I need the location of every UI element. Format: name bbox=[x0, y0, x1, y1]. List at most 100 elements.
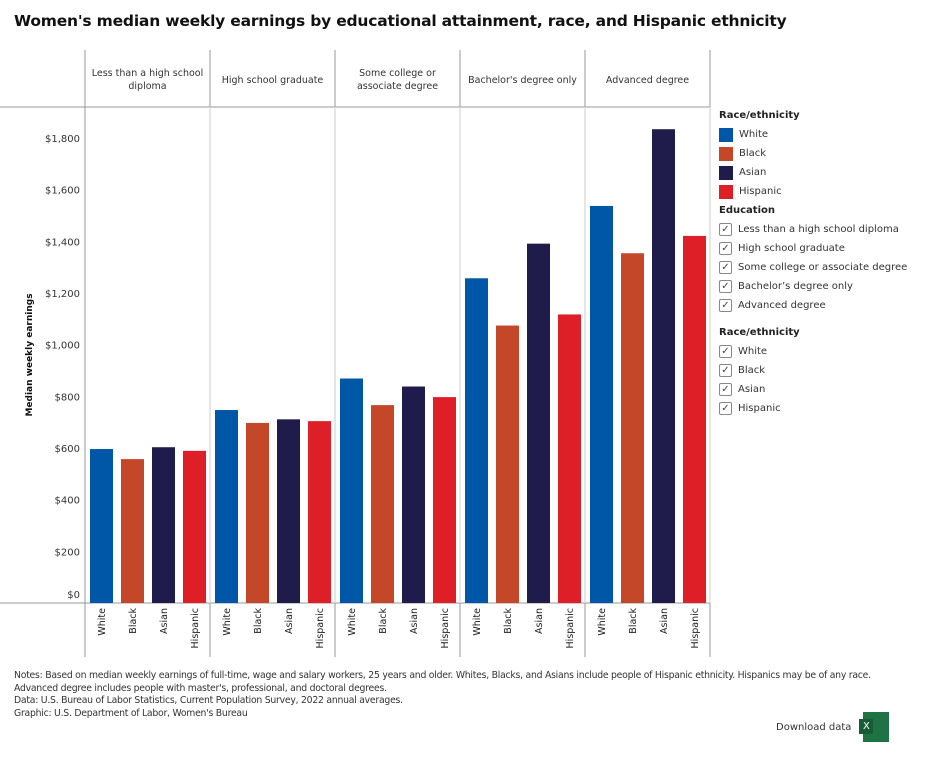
bar-white bbox=[215, 410, 238, 603]
x-tick-label: Asian bbox=[284, 608, 295, 634]
bar-white bbox=[90, 449, 113, 603]
group-header-label: Advanced degree bbox=[606, 75, 689, 86]
education-filter-item[interactable]: ✓ Less than a high school diploma bbox=[719, 220, 907, 239]
checkbox-checked-icon[interactable]: ✓ bbox=[719, 242, 732, 255]
bar-hispanic bbox=[683, 235, 706, 604]
x-tick-label: White bbox=[472, 608, 483, 636]
data-source: Data: U.S. Bureau of Labor Statistics, C… bbox=[14, 695, 403, 706]
bar-black bbox=[371, 405, 394, 603]
y-tick-label: $1,400 bbox=[45, 237, 80, 248]
race-filter-item[interactable]: ✓ Hispanic bbox=[719, 399, 907, 418]
bar-black bbox=[246, 422, 269, 603]
bar-white bbox=[590, 205, 613, 604]
legend: Race/ethnicity White Black Asian Hispanic E… bbox=[719, 108, 907, 418]
education-filter-item[interactable]: ✓ High school graduate bbox=[719, 239, 907, 258]
checkbox-checked-icon[interactable]: ✓ bbox=[719, 223, 732, 236]
x-tick-label: Asian bbox=[409, 608, 420, 634]
checkbox-checked-icon[interactable]: ✓ bbox=[719, 383, 732, 396]
group-header-label: High school graduate bbox=[222, 75, 324, 86]
legend-swatch bbox=[719, 146, 733, 161]
bar-asian bbox=[152, 447, 175, 603]
bar-asian bbox=[402, 386, 425, 603]
legend-item-asian[interactable]: Asian bbox=[719, 163, 907, 182]
legend-swatch bbox=[719, 184, 733, 199]
education-filter-item[interactable]: ✓ Advanced degree bbox=[719, 296, 907, 315]
y-tick-label: $400 bbox=[55, 496, 80, 507]
x-tick-label: Black bbox=[253, 608, 264, 634]
legend-label: Hispanic bbox=[739, 186, 782, 197]
notes-line: Notes: Based on median weekly earnings o… bbox=[14, 670, 871, 681]
bar-black bbox=[621, 253, 644, 603]
y-tick-label: $600 bbox=[55, 444, 80, 455]
bar-black bbox=[121, 459, 144, 603]
group-header-label: associate degree bbox=[357, 81, 438, 92]
filter-label: High school graduate bbox=[738, 243, 845, 254]
y-tick-label: $0 bbox=[67, 590, 80, 601]
filter-label: Some college or associate degree bbox=[738, 262, 908, 273]
x-tick-label: Black bbox=[378, 608, 389, 634]
download-data-label: Download data bbox=[776, 721, 852, 733]
checkbox-checked-icon[interactable]: ✓ bbox=[719, 261, 732, 274]
excel-icon[interactable]: X bbox=[859, 712, 890, 742]
bar-asian bbox=[652, 129, 675, 603]
legend-label: Black bbox=[739, 148, 767, 159]
graphic-credit: Graphic: U.S. Department of Labor, Women… bbox=[14, 707, 248, 719]
filter-label: Advanced degree bbox=[738, 300, 826, 311]
bar-hispanic bbox=[433, 397, 456, 603]
x-tick-label: Hispanic bbox=[315, 608, 326, 648]
filter-label: Bachelor’s degree only bbox=[738, 281, 853, 292]
race-filter-item[interactable]: ✓ Black bbox=[719, 361, 907, 380]
filter-label: Less than a high school diploma bbox=[738, 224, 899, 235]
checkbox-checked-icon[interactable]: ✓ bbox=[719, 345, 732, 358]
x-tick-label: Black bbox=[628, 608, 639, 634]
legend-swatch bbox=[719, 127, 733, 142]
filter-label: Black bbox=[738, 365, 766, 376]
race-filter-item[interactable]: ✓ White bbox=[719, 342, 907, 361]
bar-asian bbox=[277, 419, 300, 603]
x-tick-label: Asian bbox=[159, 608, 170, 634]
y-tick-label: $1,800 bbox=[45, 134, 80, 145]
download-data-button[interactable]: Download data X bbox=[776, 712, 890, 742]
bar-hispanic bbox=[308, 421, 331, 603]
y-tick-label: $1,600 bbox=[45, 186, 80, 197]
x-tick-label: White bbox=[222, 608, 233, 636]
x-tick-label: Hispanic bbox=[190, 608, 201, 648]
x-tick-label: Black bbox=[128, 608, 139, 634]
notes-line: Advanced degree includes people with mas… bbox=[14, 682, 387, 694]
y-axis-label: Median weekly earnings bbox=[25, 293, 35, 416]
x-tick-label: Asian bbox=[659, 608, 670, 634]
legend-filter-title: Race/ethnicity bbox=[719, 327, 800, 338]
checkbox-checked-icon[interactable]: ✓ bbox=[719, 402, 732, 415]
y-tick-label: $800 bbox=[55, 392, 80, 403]
legend-swatch bbox=[719, 165, 733, 180]
bar-white bbox=[465, 278, 488, 603]
filter-label: White bbox=[738, 346, 768, 357]
legend-item-white[interactable]: White bbox=[719, 125, 907, 144]
checkbox-checked-icon[interactable]: ✓ bbox=[719, 280, 732, 293]
bar-hispanic bbox=[558, 314, 581, 603]
bar-black bbox=[496, 325, 519, 603]
education-filter-item[interactable]: ✓ Bachelor’s degree only bbox=[719, 277, 907, 296]
group-header-label: Less than a high school bbox=[92, 68, 204, 79]
legend-item-hispanic[interactable]: Hispanic bbox=[719, 182, 907, 201]
y-tick-label: $200 bbox=[55, 547, 80, 558]
bar-asian bbox=[527, 243, 550, 604]
x-tick-label: Hispanic bbox=[440, 608, 451, 648]
legend-item-black[interactable]: Black bbox=[719, 144, 907, 163]
education-filter-item[interactable]: ✓ Some college or associate degree bbox=[719, 258, 907, 277]
bar-white bbox=[340, 378, 363, 603]
x-tick-label: Hispanic bbox=[565, 608, 576, 648]
x-tick-label: Asian bbox=[534, 608, 545, 634]
y-tick-label: $1,000 bbox=[45, 341, 80, 352]
checkbox-checked-icon[interactable]: ✓ bbox=[719, 299, 732, 312]
legend-label: White bbox=[739, 129, 769, 140]
x-tick-label: Black bbox=[503, 608, 514, 634]
checkbox-checked-icon[interactable]: ✓ bbox=[719, 364, 732, 377]
legend-race-title: Race/ethnicity bbox=[719, 110, 800, 121]
race-filter-item[interactable]: ✓ Asian bbox=[719, 380, 907, 399]
bar-hispanic bbox=[183, 450, 206, 603]
x-tick-label: White bbox=[347, 608, 358, 636]
x-tick-label: White bbox=[97, 608, 108, 636]
group-header-label: Bachelor's degree only bbox=[468, 75, 577, 86]
x-tick-label: Hispanic bbox=[690, 608, 701, 648]
